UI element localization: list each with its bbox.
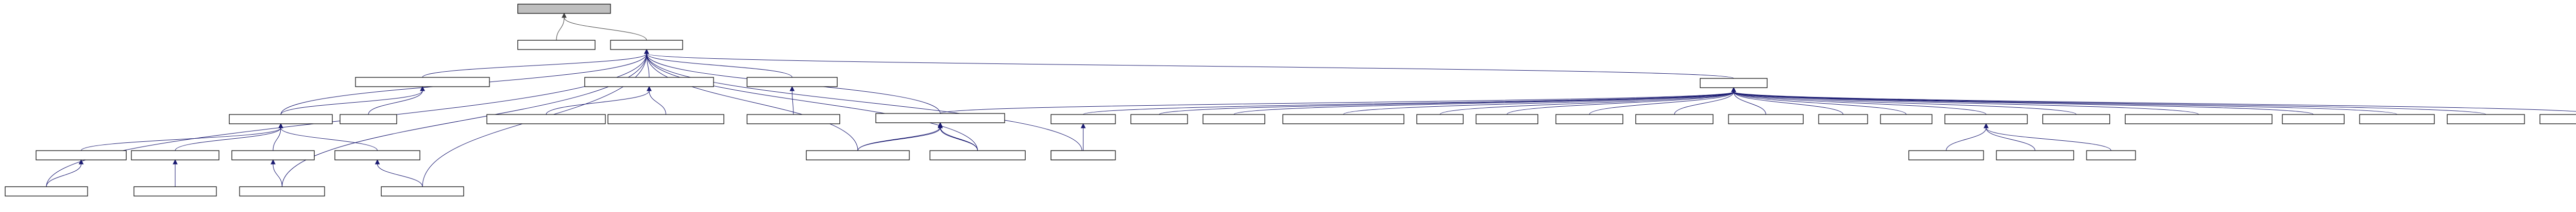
class-node[interactable] [747,77,838,87]
inheritance-edge [644,48,792,78]
class-node[interactable] [1416,114,1464,124]
class-node[interactable] [2282,114,2345,124]
class-node[interactable] [517,4,611,14]
inheritance-edge [1080,123,1086,151]
class-node[interactable] [131,150,219,160]
inheritance-edge [562,12,647,41]
inheritance-edge [644,48,1734,79]
class-node[interactable] [875,113,1005,123]
inheritance-edge [173,159,178,187]
inheritance-edge [1946,123,1989,151]
class-node[interactable] [2125,114,2273,124]
inheritance-edge [789,86,795,115]
class-node[interactable] [231,150,315,160]
class-node[interactable] [239,186,325,197]
class-node[interactable] [381,186,464,197]
inheritance-edge [644,48,1082,151]
inheritance-edge [938,123,978,151]
class-node[interactable] [1944,114,2028,124]
class-node[interactable] [2539,114,2576,124]
class-node[interactable] [1728,114,1804,124]
class-node[interactable] [1635,114,1714,124]
inheritance-edge [175,123,283,151]
class-node[interactable] [2086,150,2136,160]
inheritance-edge [1439,87,1736,115]
class-node[interactable] [1050,150,1116,160]
inheritance-edge [368,86,425,115]
class-node[interactable] [1282,114,1404,124]
class-node[interactable] [2042,114,2110,124]
class-node[interactable] [517,40,596,50]
class-node[interactable] [334,150,420,160]
class-node[interactable] [747,114,840,124]
class-node[interactable] [229,114,333,124]
class-node[interactable] [1555,114,1623,124]
class-node[interactable] [486,114,606,124]
class-node[interactable] [1880,114,1933,124]
inheritance-edge [857,122,943,151]
class-node[interactable] [2447,114,2525,124]
inheritance-edge [1731,87,1766,115]
inheritance-edge [644,48,858,151]
class-node[interactable] [1202,114,1265,124]
class-node[interactable] [610,40,683,50]
inheritance-edge [1984,123,2111,151]
inheritance-edge [1731,87,2199,115]
class-node[interactable] [36,150,127,160]
diagram-nodes [5,4,2576,197]
inheritance-edge [647,86,666,115]
inheritance-edge [270,159,282,187]
class-node[interactable] [2359,114,2435,124]
inheritance-edge [857,123,943,151]
inheritance-edge [46,159,84,187]
class-node[interactable] [806,150,910,160]
class-node[interactable] [355,77,490,87]
class-node[interactable] [1130,114,1188,124]
class-node[interactable] [1476,114,1538,124]
class-node[interactable] [5,186,88,197]
class-node[interactable] [1996,150,2074,160]
inheritance-edge [81,123,283,151]
inheritance-edge [422,48,649,78]
inheritance-edge [375,159,423,187]
inheritance-edge [644,48,978,151]
class-node[interactable] [340,114,397,124]
class-node[interactable] [1818,114,1868,124]
class-node[interactable] [133,186,217,197]
class-node[interactable] [1050,114,1116,124]
class-node[interactable] [1700,78,1768,88]
class-node[interactable] [929,150,1026,160]
class-node[interactable] [584,77,714,87]
diagram-edges [46,12,2576,187]
inheritance-edge [278,123,378,151]
class-node[interactable] [607,114,724,124]
inheritance-edge [1731,87,2397,115]
inheritance-edge [280,86,425,115]
inheritance-edge [1731,87,2576,112]
class-node[interactable] [1908,150,1984,160]
